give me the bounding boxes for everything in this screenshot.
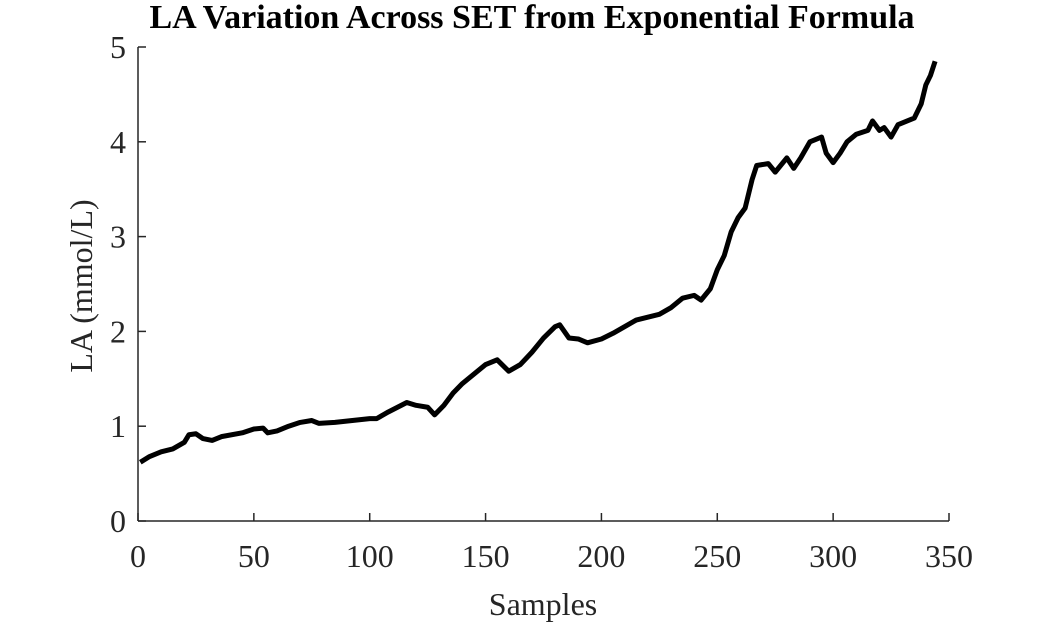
x-tick-label: 350 [925,538,973,574]
y-tick-label: 5 [110,29,126,65]
x-tick-label: 250 [693,538,741,574]
y-tick-label: 0 [110,503,126,539]
x-tick-label: 50 [238,538,270,574]
x-tick-label: 200 [577,538,625,574]
x-axis-label: Samples [489,586,597,622]
x-tick-label: 0 [130,538,146,574]
y-tick-label: 1 [110,408,126,444]
x-tick-label: 300 [809,538,857,574]
x-tick-label: 100 [346,538,394,574]
y-tick-label: 4 [110,124,126,160]
chart-title: LA Variation Across SET from Exponential… [149,0,914,36]
line-series [139,60,938,465]
x-tick-label: 150 [462,538,510,574]
y-axis-label: LA (mmol/L) [63,199,99,372]
y-tick-label: 2 [110,313,126,349]
y-tick-label: 3 [110,219,126,255]
